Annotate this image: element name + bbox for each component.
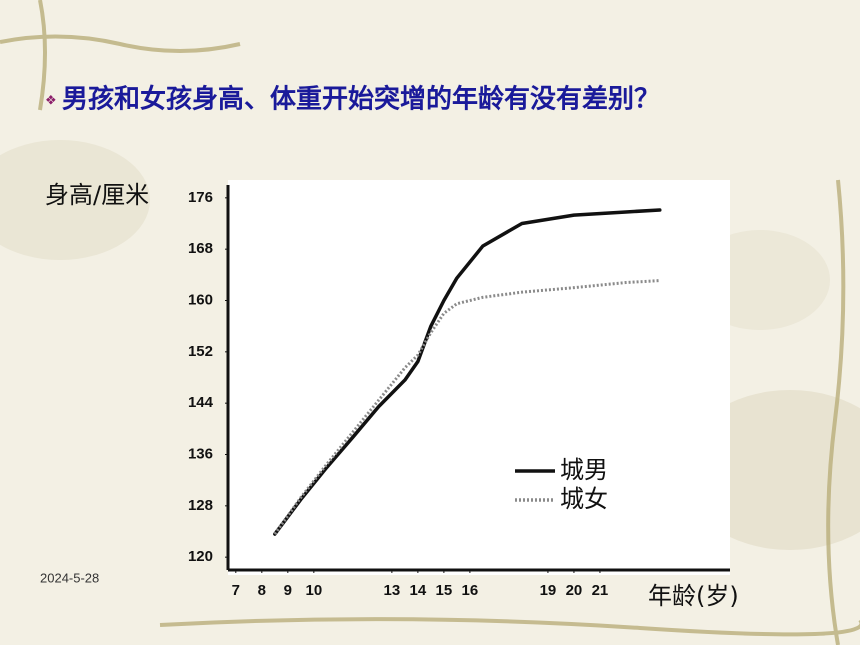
x-tick-label: 13 [384, 582, 401, 599]
date: 2024-5-28 [40, 570, 99, 585]
x-tick-label: 15 [436, 582, 453, 599]
bullet: ❖ [45, 94, 57, 109]
x-tick-label: 9 [284, 582, 292, 599]
y-tick-label: 152 [188, 343, 213, 360]
y-tick-label: 160 [188, 291, 213, 308]
y-tick-label: 120 [188, 548, 213, 565]
legend-label: 城女 [560, 485, 608, 513]
y-axis-label: 身高/厘米 [45, 181, 149, 209]
x-tick-label: 20 [566, 582, 583, 599]
y-tick-label: 136 [188, 445, 213, 462]
x-axis-label: 年龄(岁) [648, 582, 739, 610]
y-tick-label: 168 [188, 240, 213, 257]
legend-label: 城男 [560, 456, 608, 484]
x-tick-label: 14 [410, 582, 427, 599]
x-tick-label: 16 [462, 582, 479, 599]
y-tick-label: 176 [188, 189, 213, 206]
series-line [273, 208, 662, 536]
x-tick-label: 10 [305, 582, 322, 599]
slide-title: 男孩和女孩身高、体重开始突增的年龄有没有差别？ [62, 84, 660, 115]
y-tick-label: 128 [188, 497, 213, 514]
x-tick-label: 7 [232, 582, 240, 599]
series-line [273, 279, 660, 535]
x-tick-label: 8 [258, 582, 266, 599]
x-tick-label: 21 [592, 582, 609, 599]
x-tick-label: 19 [540, 582, 557, 599]
y-tick-label: 144 [188, 394, 214, 411]
plot-area [228, 180, 730, 575]
